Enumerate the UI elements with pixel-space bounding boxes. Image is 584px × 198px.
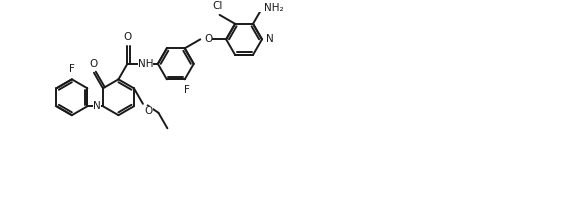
Text: O: O xyxy=(123,32,131,42)
Text: O: O xyxy=(204,34,213,44)
Text: NH: NH xyxy=(138,59,153,69)
Text: F: F xyxy=(69,64,75,74)
Text: Cl: Cl xyxy=(213,1,223,11)
Text: F: F xyxy=(184,85,190,95)
Text: NH₂: NH₂ xyxy=(264,3,284,13)
Text: N: N xyxy=(93,101,101,111)
Text: NH: NH xyxy=(138,59,153,69)
Text: O: O xyxy=(90,59,98,69)
Text: N: N xyxy=(266,34,274,44)
Text: O: O xyxy=(145,106,153,116)
